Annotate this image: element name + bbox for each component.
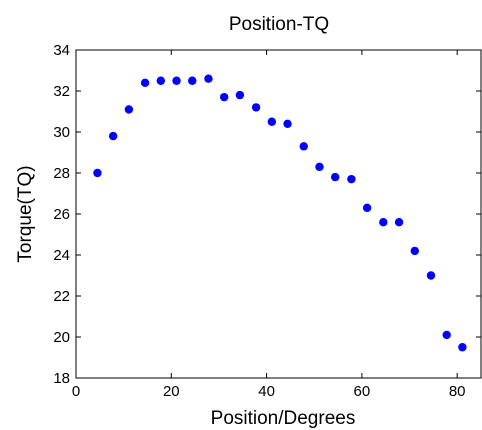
- x-tick-label: 80: [449, 383, 466, 400]
- data-point: [251, 103, 261, 112]
- data-point: [156, 76, 166, 85]
- y-tick-label: 26: [53, 206, 70, 223]
- y-tick-label: 20: [53, 329, 70, 346]
- data-point: [283, 119, 292, 128]
- y-tick-label: 28: [53, 165, 70, 182]
- y-tick-label: 34: [53, 42, 70, 59]
- data-point: [93, 168, 102, 178]
- data-point: [331, 172, 340, 182]
- x-axis-ticks: 0 20 40 60 80: [72, 50, 466, 400]
- data-point: [379, 218, 388, 227]
- data-point: [362, 203, 372, 213]
- x-axis-label: Position/Degrees: [211, 408, 356, 429]
- x-tick-label: 0: [72, 383, 80, 400]
- data-points: [93, 74, 467, 352]
- plot-area: [75, 49, 482, 379]
- data-point: [267, 117, 277, 126]
- x-tick-label: 20: [163, 383, 180, 400]
- data-point: [394, 218, 404, 227]
- y-axis-ticks: 18 20 22 24 26 28 30 32 34: [53, 42, 481, 387]
- data-point: [426, 271, 436, 280]
- chart-title: Position-TQ: [229, 14, 329, 35]
- data-point: [315, 162, 324, 172]
- data-point: [410, 246, 419, 256]
- data-point: [219, 92, 229, 102]
- y-tick-label: 30: [53, 124, 70, 141]
- data-point: [204, 74, 213, 83]
- data-point: [124, 105, 134, 114]
- x-tick-label: 60: [354, 383, 371, 400]
- y-axis-label: Torque(TQ): [15, 165, 36, 262]
- data-point: [442, 330, 451, 340]
- y-tick-label: 24: [53, 247, 70, 264]
- data-point: [299, 142, 308, 151]
- y-tick-label: 32: [53, 83, 70, 100]
- y-tick-label: 18: [53, 370, 70, 387]
- x-tick-label: 40: [258, 383, 275, 400]
- data-point: [108, 131, 118, 141]
- data-point: [458, 343, 467, 352]
- data-point: [172, 76, 181, 85]
- data-point: [235, 90, 245, 100]
- data-point: [140, 78, 150, 88]
- y-tick-label: 22: [53, 288, 70, 305]
- data-point: [347, 174, 356, 184]
- data-point: [188, 76, 197, 85]
